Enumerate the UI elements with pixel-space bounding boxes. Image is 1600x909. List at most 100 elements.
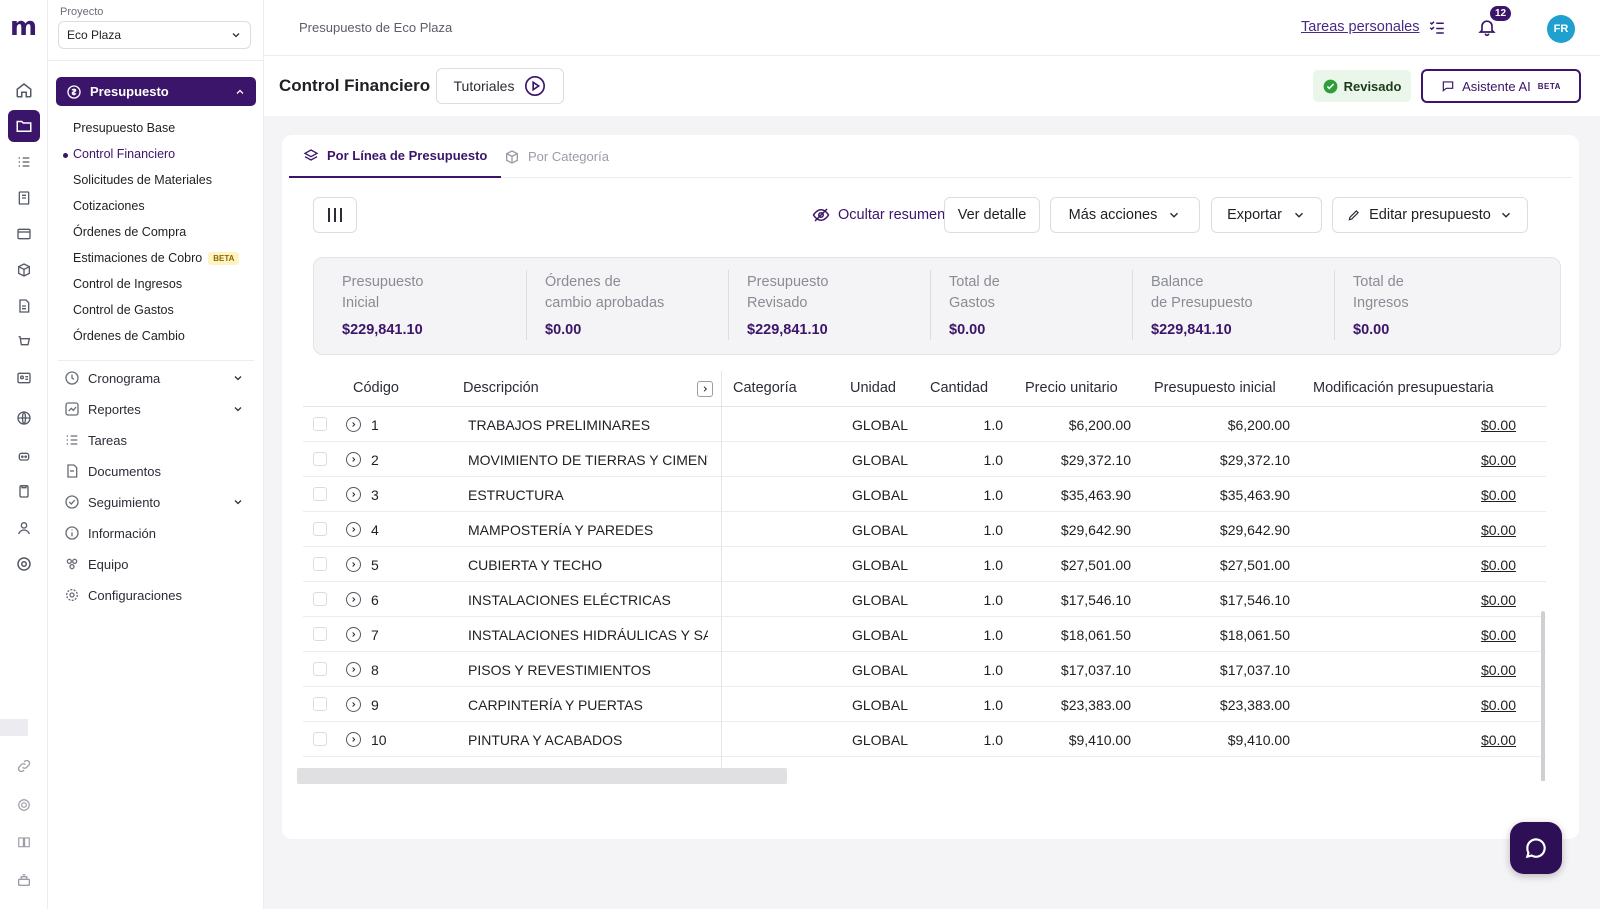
sidebar-subitem-presupuesto-base[interactable]: Presupuesto Base xyxy=(73,121,175,135)
cell-modification-link[interactable]: $0.00 xyxy=(1480,557,1516,573)
expand-row-icon[interactable] xyxy=(346,487,361,502)
cell-modification-link[interactable]: $0.00 xyxy=(1480,592,1516,608)
sidebar-subitem-ordenes-compra[interactable]: Órdenes de Compra xyxy=(73,225,186,239)
project-select[interactable]: Eco Plaza xyxy=(58,21,251,49)
home-icon[interactable] xyxy=(8,74,40,106)
sidebar-item-tareas[interactable]: Tareas xyxy=(64,429,244,451)
table-row[interactable]: 6 INSTALACIONES ELÉCTRICAS GLOBAL 1.0 $17,54… xyxy=(303,582,1546,617)
receipt-icon[interactable] xyxy=(8,182,40,214)
vertical-scrollbar[interactable] xyxy=(1541,611,1545,781)
row-checkbox[interactable] xyxy=(313,662,327,676)
expand-row-icon[interactable] xyxy=(346,557,361,572)
help-icon[interactable] xyxy=(8,789,40,821)
expand-row-icon[interactable] xyxy=(346,417,361,432)
horizontal-scrollbar[interactable] xyxy=(297,768,787,784)
expand-row-icon[interactable] xyxy=(346,697,361,712)
row-checkbox[interactable] xyxy=(313,557,327,571)
sidebar-subitem-ordenes-cambio[interactable]: Órdenes de Cambio xyxy=(73,329,185,343)
sidebar-subitem-control-financiero[interactable]: Control Financiero xyxy=(63,147,175,161)
box-icon[interactable] xyxy=(8,254,40,286)
sidebar-item-informacion[interactable]: Información xyxy=(64,522,244,544)
ai-assistant-button[interactable]: Asistente AI BETA xyxy=(1421,69,1581,103)
inbox-icon[interactable] xyxy=(8,218,40,250)
expand-row-icon[interactable] xyxy=(346,522,361,537)
row-checkbox[interactable] xyxy=(313,417,327,431)
column-header-code[interactable]: Código xyxy=(353,380,399,396)
sidebar-item-presupuesto[interactable]: Presupuesto xyxy=(56,77,256,106)
app-logo[interactable]: m xyxy=(10,12,38,42)
sidebar-item-cronograma[interactable]: Cronograma xyxy=(64,367,244,389)
layers-icon[interactable] xyxy=(8,864,40,896)
edit-budget-button[interactable]: Editar presupuesto xyxy=(1332,197,1528,233)
row-checkbox[interactable] xyxy=(313,732,327,746)
column-header-initial-budget[interactable]: Presupuesto inicial xyxy=(1154,380,1276,396)
user-icon[interactable] xyxy=(8,512,40,544)
sidebar-item-documentos[interactable]: Documentos xyxy=(64,460,244,482)
column-header-quantity[interactable]: Cantidad xyxy=(930,380,989,396)
expand-row-icon[interactable] xyxy=(346,627,361,642)
row-checkbox[interactable] xyxy=(313,697,327,711)
cell-modification-link[interactable]: $0.00 xyxy=(1480,487,1516,503)
expand-column-icon[interactable] xyxy=(697,381,713,397)
globe-icon[interactable] xyxy=(8,402,40,434)
hide-summary-button[interactable]: Ocultar resumen xyxy=(812,197,945,233)
row-checkbox[interactable] xyxy=(313,452,327,466)
row-checkbox[interactable] xyxy=(313,522,327,536)
expand-row-icon[interactable] xyxy=(346,592,361,607)
sidebar-subitem-cotizaciones[interactable]: Cotizaciones xyxy=(73,199,145,213)
bell-icon[interactable] xyxy=(1477,17,1497,37)
expand-row-icon[interactable] xyxy=(346,662,361,677)
cell-modification-link[interactable]: $0.00 xyxy=(1480,452,1516,468)
table-row[interactable]: 1 TRABAJOS PRELIMINARES GLOBAL 1.0 $6,200.00… xyxy=(303,407,1546,442)
row-checkbox[interactable] xyxy=(313,487,327,501)
settings-icon[interactable] xyxy=(8,548,40,580)
cell-modification-link[interactable]: $0.00 xyxy=(1480,732,1516,748)
sidebar-item-reportes[interactable]: Reportes xyxy=(64,398,244,420)
book-icon[interactable] xyxy=(8,826,40,858)
id-card-icon[interactable] xyxy=(8,362,40,394)
sidebar-subitem-control-ingresos[interactable]: Control de Ingresos xyxy=(73,277,182,291)
folder-icon[interactable] xyxy=(8,110,40,142)
more-actions-button[interactable]: Más acciones xyxy=(1050,197,1200,233)
column-header-unit-price[interactable]: Precio unitario xyxy=(1025,380,1118,396)
column-header-unit[interactable]: Unidad xyxy=(850,380,896,396)
export-button[interactable]: Exportar xyxy=(1211,197,1322,233)
column-header-category[interactable]: Categoría xyxy=(733,380,797,396)
table-row[interactable]: 2 MOVIMIENTO DE TIERRAS Y CIMENT... GLOBAL… xyxy=(303,442,1546,477)
cell-modification-link[interactable]: $0.00 xyxy=(1480,662,1516,678)
table-row[interactable]: 3 ESTRUCTURA GLOBAL 1.0 $35,463.90 $35,463.90… xyxy=(303,477,1546,512)
tab-por-categoria[interactable]: Por Categoría xyxy=(490,135,623,178)
column-header-modification[interactable]: Modificación presupuestaria xyxy=(1313,380,1494,396)
table-row[interactable]: 5 CUBIERTA Y TECHO GLOBAL 1.0 $27,501.00 $27,… xyxy=(303,547,1546,582)
list-check-icon[interactable] xyxy=(8,146,40,178)
cell-modification-link[interactable]: $0.00 xyxy=(1480,417,1516,433)
tutorials-button[interactable]: Tutoriales xyxy=(436,68,564,104)
row-checkbox[interactable] xyxy=(313,592,327,606)
expand-row-icon[interactable] xyxy=(346,452,361,467)
table-row[interactable]: 9 CARPINTERÍA Y PUERTAS GLOBAL 1.0 $23,383.0… xyxy=(303,687,1546,722)
row-checkbox[interactable] xyxy=(313,627,327,641)
cell-modification-link[interactable]: $0.00 xyxy=(1480,627,1516,643)
sidebar-subitem-estimaciones-cobro[interactable]: Estimaciones de Cobro BETA xyxy=(73,251,240,265)
clipboard-icon[interactable] xyxy=(8,475,40,507)
view-detail-button[interactable]: Ver detalle xyxy=(944,197,1040,233)
avatar[interactable]: FR xyxy=(1547,15,1575,43)
file-icon[interactable] xyxy=(8,290,40,322)
tab-por-linea[interactable]: Por Línea de Presupuesto xyxy=(289,135,502,178)
table-row[interactable]: 10 PINTURA Y ACABADOS GLOBAL 1.0 $9,410.00 $9… xyxy=(303,722,1546,757)
sidebar-subitem-control-gastos[interactable]: Control de Gastos xyxy=(73,303,174,317)
columns-button[interactable] xyxy=(313,197,357,233)
support-chat-button[interactable] xyxy=(1510,822,1562,874)
sidebar-item-seguimiento[interactable]: Seguimiento xyxy=(64,491,244,513)
sidebar-item-equipo[interactable]: Equipo xyxy=(64,553,244,575)
column-header-description[interactable]: Descripción xyxy=(463,380,539,396)
personal-tasks-link[interactable]: Tareas personales xyxy=(1301,18,1446,36)
link-icon[interactable] xyxy=(8,750,40,782)
cell-modification-link[interactable]: $0.00 xyxy=(1480,697,1516,713)
store-icon[interactable] xyxy=(8,326,40,358)
sidebar-item-configuraciones[interactable]: Configuraciones xyxy=(64,584,244,606)
sidebar-subitem-solicitudes-materiales[interactable]: Solicitudes de Materiales xyxy=(73,173,212,187)
expand-row-icon[interactable] xyxy=(346,732,361,747)
table-row[interactable]: 7 INSTALACIONES HIDRÁULICAS Y SAN... GLOBA… xyxy=(303,617,1546,652)
table-row[interactable]: 8 PISOS Y REVESTIMIENTOS GLOBAL 1.0 $17,037.… xyxy=(303,652,1546,687)
